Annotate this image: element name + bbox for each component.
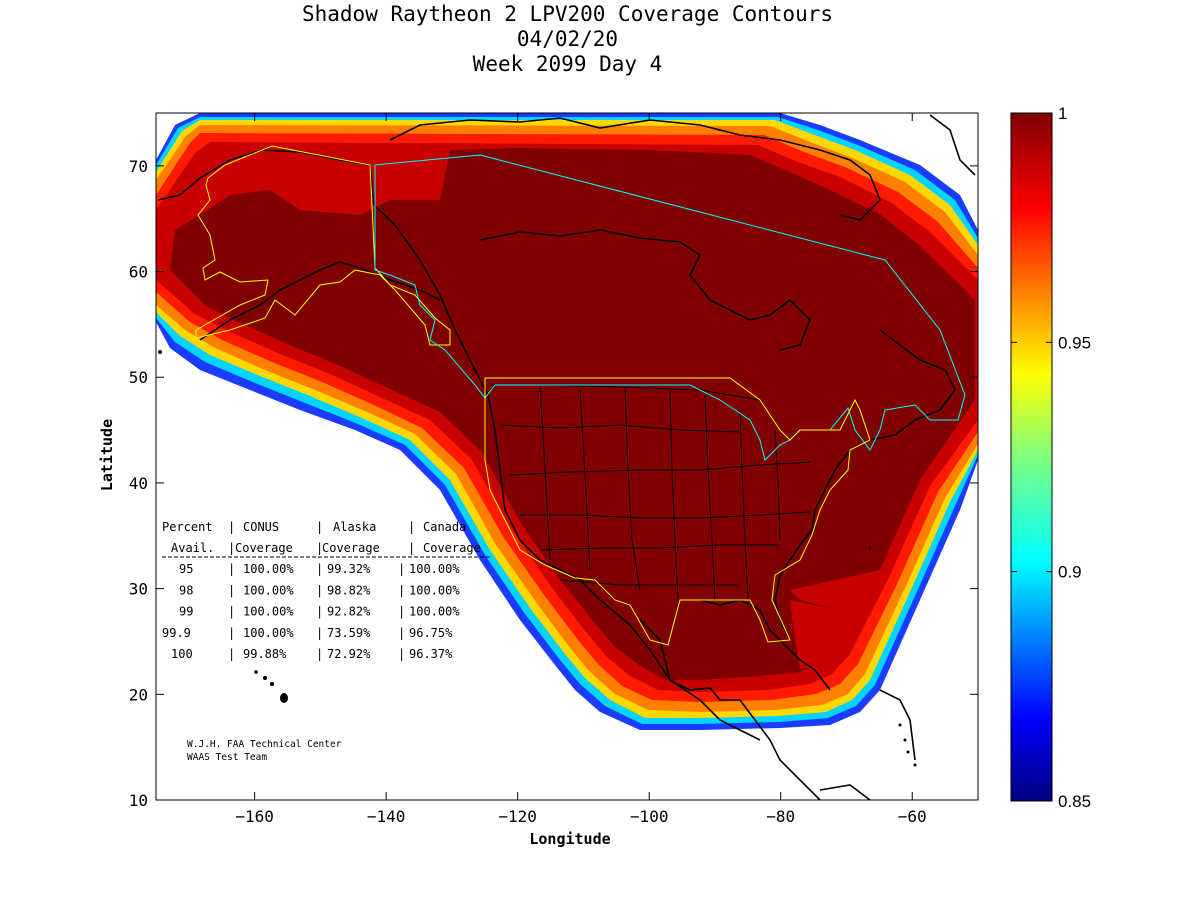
coastlines [157,114,976,800]
table-cell: 95 [179,562,193,576]
svg-text:|: | [316,541,323,555]
x-tick-label: −120 [498,807,537,826]
chart-week: Week 2099 Day 4 [472,52,663,76]
table-rows: 95 | 100.00% | 99.32% | 100.00% 98 | 100.00% | 98.8… [162,562,460,661]
colorbar-tick-label: 1 [1058,104,1067,123]
table-separator: | [316,626,323,640]
coverage-hole-atlantic [790,600,845,668]
svg-text:|: | [228,541,235,555]
table-separator: | [316,562,323,576]
service-volume-alaska [195,145,451,346]
colorbar [1010,112,1053,802]
table-cell: 100.00% [409,583,460,597]
y-tick-label: 40 [129,474,148,493]
table-separator: | [398,626,405,640]
table-header-percent: Percent [162,520,213,534]
table-cell: 99.32% [327,562,371,576]
y-axis-ticks: 10 20 30 40 50 60 70 [129,157,978,810]
table-separator: | [228,562,235,576]
svg-text:|: | [408,541,415,555]
table-cell: 73.59% [327,626,371,640]
table-cell: 72.92% [327,647,371,661]
y-tick-label: 10 [129,791,148,810]
credit-line-2: WAAS Test Team [187,752,267,763]
table-separator: | [228,647,235,661]
table-subheader-canada: Coverage [423,541,481,555]
x-tick-label: −140 [367,807,406,826]
table-header-canada: Canada [423,520,466,534]
y-tick-label: 20 [129,685,148,704]
table-cell: 100.00% [409,562,460,576]
y-tick-label: 50 [129,368,148,387]
y-tick-label: 60 [129,263,148,282]
x-tick-label: −80 [766,807,795,826]
colorbar-ticks: 1 0.95 0.9 0.85 [1011,104,1091,811]
x-axis-label: Longitude [529,830,610,848]
table-separator: | [398,583,405,597]
table-cell: 99 [179,605,193,619]
x-tick-label: −60 [898,807,927,826]
colorbar-tick-label: 0.95 [1058,333,1091,352]
x-tick-label: −100 [630,807,669,826]
table-cell: 99.9 [162,626,191,640]
table-cell: 100 [171,647,193,661]
table-subheader-alaska: Coverage [322,541,380,555]
chart-date: 04/02/20 [516,27,619,51]
y-tick-label: 70 [129,157,148,176]
table-separator: | [398,605,405,619]
table-cell: 99.88% [243,647,287,661]
table-cell: 100.00% [243,626,294,640]
table-subheader-conus: Coverage [235,541,293,555]
table-cell: 96.37% [409,647,453,661]
table-cell: 98.82% [327,583,371,597]
table-separator: | [398,562,405,576]
table-header-conus: CONUS [243,520,279,534]
table-cell: 100.00% [409,605,460,619]
service-volume-canada [374,154,966,461]
table-separator: | [228,583,235,597]
table-cell: 100.00% [243,605,294,619]
us-state-borders [490,384,811,601]
svg-text:|: | [228,520,235,534]
table-separator: | [228,605,235,619]
chart-title: Shadow Raytheon 2 LPV200 Coverage Contou… [301,2,833,26]
credit-line-1: W.J.H. FAA Technical Center [187,739,342,750]
table-separator: | [398,647,405,661]
x-axis-ticks: −160 −140 −120 −100 −80 −60 [235,113,927,826]
table-cell: 100.00% [243,562,294,576]
table-cell: 96.75% [409,626,453,640]
svg-text:|: | [408,520,415,534]
coverage-band-max [170,148,975,680]
service-volume-conus [484,377,871,646]
coverage-table: Percent | CONUS | Alaska | Canada Avail.… [162,520,492,661]
colorbar-tick-label: 0.85 [1058,792,1091,811]
table-separator: | [316,647,323,661]
y-tick-label: 30 [129,580,148,599]
map-area: Percent | CONUS | Alaska | Canada Avail.… [156,113,978,800]
y-axis-label: Latitude [98,419,116,491]
colorbar-tick-label: 0.9 [1058,563,1082,582]
table-header-alaska: Alaska [333,520,376,534]
table-separator: | [316,605,323,619]
table-cell: 92.82% [327,605,371,619]
table-subheader-avail: Avail. [171,541,214,555]
table-separator: | [228,626,235,640]
plot-frame [155,112,979,801]
svg-text:|: | [316,520,323,534]
table-separator: | [316,583,323,597]
table-cell: 100.00% [243,583,294,597]
x-tick-label: −160 [235,807,274,826]
islands [158,350,917,767]
table-cell: 98 [179,583,193,597]
